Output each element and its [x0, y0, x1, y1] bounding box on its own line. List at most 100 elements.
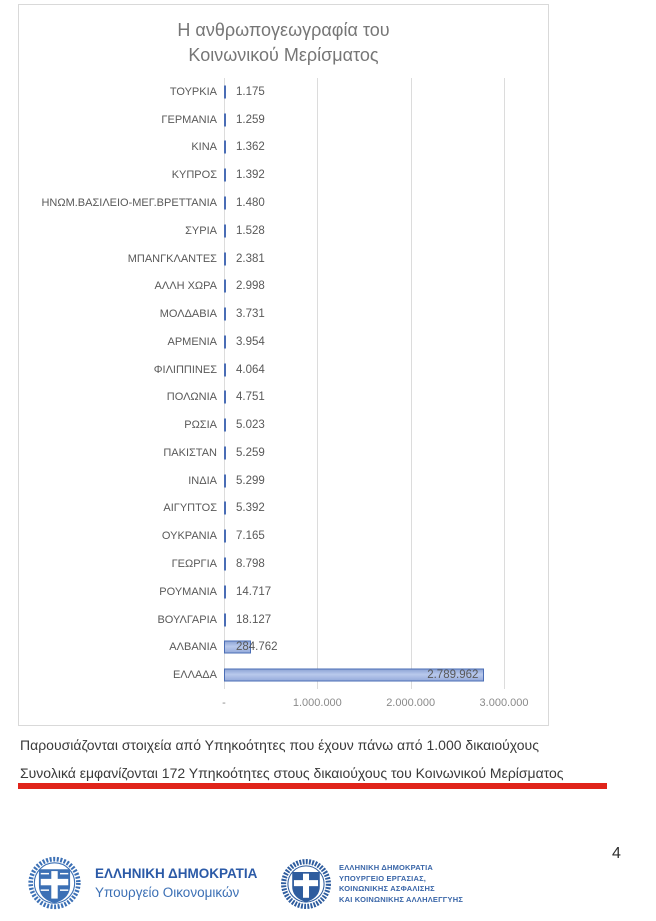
category-label: ΕΛΛΑΔΑ: [172, 669, 217, 682]
value-label: 5.299: [236, 474, 265, 487]
bar: [224, 585, 226, 599]
left-logo-text: ΕΛΛΗΝΙΚΗ ΔΗΜΟΚΡΑΤΙΑ Υπουργείο Οικονομικώ…: [95, 864, 257, 902]
chart-title-line2: Κοινωνικού Μερίσματος: [188, 45, 379, 65]
chart-row: 2.381: [224, 245, 548, 273]
right-logo-line1: ΕΛΛΗΝΙΚΗ ΔΗΜΟΚΡΑΤΙΑ: [339, 863, 433, 872]
category-label: ΓΕΡΜΑΝΙΑ: [161, 113, 217, 126]
greek-coat-of-arms-icon: [28, 856, 81, 910]
value-label: 2.998: [236, 280, 265, 293]
category-label: ΠΑΚΙΣΤΑΝ: [163, 446, 217, 459]
chart-row: 1.362: [224, 134, 548, 162]
bar: [224, 474, 226, 488]
category-label: ΒΟΥΛΓΑΡΙΑ: [157, 613, 217, 626]
chart-row: 5.299: [224, 467, 548, 495]
red-underline: [18, 783, 607, 789]
value-label: 18.127: [236, 613, 272, 626]
category-label: ΚΙΝΑ: [191, 141, 217, 154]
x-tick-label: -: [222, 697, 226, 709]
x-tick-label: 2.000.000: [386, 697, 436, 709]
category-label: ΦΙΛΙΠΠΙΝΕΣ: [153, 363, 217, 376]
value-label: 284.762: [236, 641, 278, 654]
chart-row: 8.798: [224, 550, 548, 578]
value-label: 1.259: [236, 113, 265, 126]
bar: [224, 307, 226, 321]
bar: [224, 668, 485, 682]
bar: [224, 196, 226, 210]
value-label: 1.480: [236, 196, 265, 209]
bar: [224, 279, 226, 293]
chart-row: 1.259: [224, 106, 548, 134]
value-label: 5.259: [236, 446, 265, 459]
value-label: 4.751: [236, 391, 265, 404]
value-label: 2.789.962: [427, 669, 479, 682]
value-axis-labels: - 1.000.000 2.000.000 3.000.000: [222, 697, 548, 713]
value-label: 1.175: [236, 85, 265, 98]
left-logo-title: ΕΛΛΗΝΙΚΗ ΔΗΜΟΚΡΑΤΙΑ: [95, 866, 258, 881]
chart-row: 5.259: [224, 439, 548, 467]
value-label: 7.165: [236, 530, 265, 543]
chart-row: 18.127: [224, 606, 548, 634]
chart-row: 4.064: [224, 356, 548, 384]
bar-chart: Η ανθρωπογεωγραφία του Κοινωνικού Μερίσμ…: [18, 4, 549, 726]
chart-row: 2.789.962: [224, 661, 548, 689]
bar: [224, 168, 226, 182]
bar: [224, 140, 226, 154]
bar: [224, 446, 226, 460]
category-label: ΑΛΛΗ ΧΩΡΑ: [154, 280, 217, 293]
bar: [224, 113, 226, 127]
chart-row: 1.480: [224, 189, 548, 217]
bar: [224, 252, 226, 265]
bar: [224, 557, 226, 571]
bar: [224, 224, 226, 238]
value-label: 1.392: [236, 169, 265, 182]
category-label: ΟΥΚΡΑΝΙΑ: [161, 530, 217, 543]
category-label: ΙΝΔΙΑ: [188, 474, 217, 487]
x-tick-label: 1.000.000: [292, 697, 342, 709]
category-label: ΜΟΛΔΑΒΙΑ: [159, 308, 217, 321]
category-label: ΑΙΓΥΠΤΟΣ: [163, 502, 217, 515]
page-number: 4: [612, 845, 621, 862]
value-label: 5.023: [236, 419, 265, 432]
value-label: 2.381: [236, 252, 265, 265]
bar: [224, 640, 251, 654]
bar: [224, 390, 226, 404]
value-label: 3.954: [236, 335, 265, 348]
category-label: ΠΟΛΩΝΙΑ: [166, 391, 217, 404]
category-label: ΜΠΑΝΓΚΛΑΝΤΕΣ: [127, 252, 217, 265]
category-label: ΣΥΡΙΑ: [185, 224, 217, 237]
category-label: ΓΕΩΡΓΙΑ: [171, 558, 217, 571]
right-logo-line3: ΚΟΙΝΩΝΙΚΗΣ ΑΣΦΑΛΙΣΗΣ: [339, 884, 435, 893]
bar: [224, 418, 226, 432]
value-label: 1.362: [236, 141, 265, 154]
value-label: 3.731: [236, 308, 265, 321]
bar: [224, 613, 226, 627]
gridline: [317, 78, 319, 689]
chart-title-line1: Η ανθρωπογεωγραφία του: [177, 20, 390, 40]
chart-row: 14.717: [224, 578, 548, 606]
ministry-of-labour-logo: ΕΛΛΗΝΙΚΗ ΔΗΜΟΚΡΑΤΙΑ ΥΠΟΥΡΓΕΙΟ ΕΡΓΑΣΙΑΣ, …: [280, 853, 463, 915]
chart-row: 5.023: [224, 411, 548, 439]
chart-row: 5.392: [224, 495, 548, 523]
x-tick-label: 3.000.000: [479, 697, 529, 709]
category-label: ΑΛΒΑΝΙΑ: [169, 641, 217, 654]
bar: [224, 501, 226, 515]
category-label: ΑΡΜΕΝΙΑ: [167, 335, 217, 348]
bar: [224, 85, 226, 99]
value-label: 5.392: [236, 502, 265, 515]
chart-row: 3.731: [224, 300, 548, 328]
category-label: ΚΥΠΡΟΣ: [171, 169, 217, 182]
chart-row: 1.528: [224, 217, 548, 245]
chart-row: 4.751: [224, 384, 548, 412]
category-axis-labels: ΤΟΥΡΚΙΑ ΓΕΡΜΑΝΙΑ ΚΙΝΑ ΚΥΠΡΟΣ ΗΝΩΜ.ΒΑΣΙΛΕΙΟ-Μ…: [25, 78, 217, 689]
gridline: [504, 78, 505, 689]
greek-coat-of-arms-icon: [281, 859, 331, 909]
ministry-of-finance-logo: ΕΛΛΗΝΙΚΗ ΔΗΜΟΚΡΑΤΙΑ Υπουργείο Οικονομικώ…: [27, 850, 257, 916]
value-label: 8.798: [236, 558, 265, 570]
right-logo-line4: ΚΑΙ ΚΟΙΝΩΝΙΚΗΣ ΑΛΛΗΛΕΓΓΥΗΣ: [339, 894, 464, 904]
category-label: ΤΟΥΡΚΙΑ: [169, 85, 217, 98]
chart-row: 1.175: [224, 78, 548, 106]
bar: [224, 363, 226, 377]
bar: [224, 529, 226, 543]
plot-area: 1.175 1.259 1.362 1.392 1.480 1.528 2.381 2.998…: [224, 78, 548, 689]
